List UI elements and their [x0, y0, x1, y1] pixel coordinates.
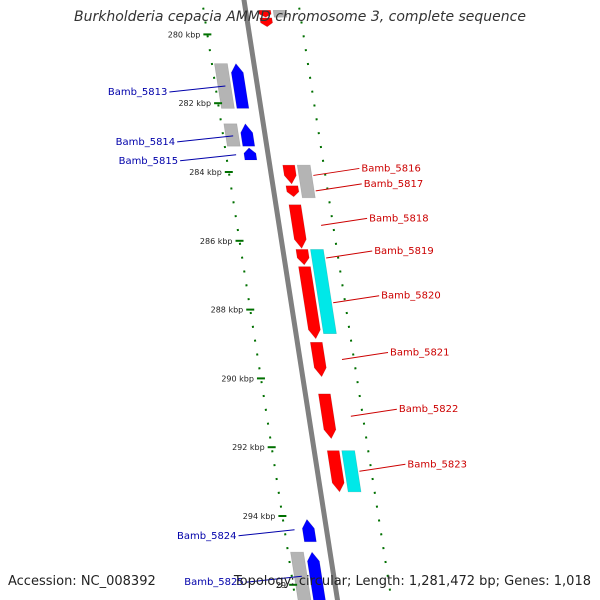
gene-label: Bamb_5816: [361, 163, 421, 174]
gene-label-leader: [169, 85, 226, 93]
gene-label: Bamb_5813: [108, 87, 168, 98]
gene-label-leader: [315, 183, 362, 192]
tick-label: 288 kbp: [211, 306, 244, 315]
cds-feature-forward: [341, 450, 362, 493]
tick-label: 290 kbp: [221, 374, 254, 383]
gene-label: Bamb_5825: [184, 577, 244, 588]
tick-label: 284 kbp: [189, 168, 222, 177]
outer-tick-ring: [296, 0, 393, 600]
gene-label: Bamb_5820: [381, 291, 441, 302]
gene-label-leader: [333, 295, 380, 304]
topology-label: Topology: circular; Length: 1,281,472 bp…: [233, 574, 591, 589]
cds-feature-forward: [310, 249, 337, 335]
gene-feature-reverse: [301, 518, 317, 543]
cds-feature-forward: [272, 10, 288, 18]
tick-label: 282 kbp: [178, 99, 211, 108]
gene-label-leader: [313, 167, 360, 176]
gene-feature-forward: [288, 204, 307, 249]
gene-feature-reverse: [307, 551, 326, 600]
gene-label-leader: [350, 408, 397, 417]
gene-label: Bamb_5815: [119, 156, 179, 167]
gene-feature-forward: [318, 393, 337, 440]
gene-label-leader: [321, 217, 368, 226]
tick-label: 292 kbp: [232, 443, 265, 452]
gene-feature-reverse: [243, 147, 258, 161]
cds-feature-reverse: [223, 123, 241, 147]
tick-label: 29: [276, 581, 286, 590]
gene-feature-forward: [295, 249, 310, 266]
gene-feature-forward: [258, 10, 272, 18]
gene-feature-forward: [285, 185, 300, 198]
gene-label: Bamb_5821: [390, 347, 450, 358]
gene-label-leader: [359, 463, 406, 472]
gene-feature-forward: [298, 266, 321, 340]
gene-label-leader: [341, 351, 389, 360]
tick-label: 286 kbp: [200, 237, 233, 246]
gene-feature-forward: [259, 17, 273, 28]
gene-label-leader: [238, 529, 295, 537]
gene-feature-forward: [326, 450, 345, 493]
gene-feature-forward: [282, 164, 297, 185]
gene-label: Bamb_5814: [116, 137, 176, 148]
gene-label-leader: [326, 250, 373, 259]
gene-label: Bamb_5822: [399, 404, 459, 415]
gene-label: Bamb_5817: [364, 179, 424, 190]
inner-tick-ring: [200, 0, 297, 600]
gene-label-leader: [180, 154, 237, 162]
tick-label: 280 kbp: [168, 30, 201, 39]
gene-feature-reverse: [230, 63, 250, 109]
map-title: Burkholderia cepacia AMMD chromosome 3, …: [74, 9, 526, 25]
tick-label: 294 kbp: [243, 512, 276, 521]
cds-feature-forward: [296, 164, 316, 199]
gene-label: Bamb_5824: [177, 531, 237, 542]
accession-label: Accession: NC_008392: [8, 574, 156, 589]
gene-feature-reverse: [240, 123, 256, 147]
gene-label-leader: [245, 575, 302, 583]
backbone-line: [241, 0, 341, 600]
gene-label: Bamb_5819: [374, 246, 434, 257]
gene-label: Bamb_5823: [407, 459, 467, 470]
gene-label-leader: [177, 135, 234, 143]
gene-label: Bamb_5818: [369, 213, 429, 224]
gene-feature-forward: [309, 341, 327, 378]
